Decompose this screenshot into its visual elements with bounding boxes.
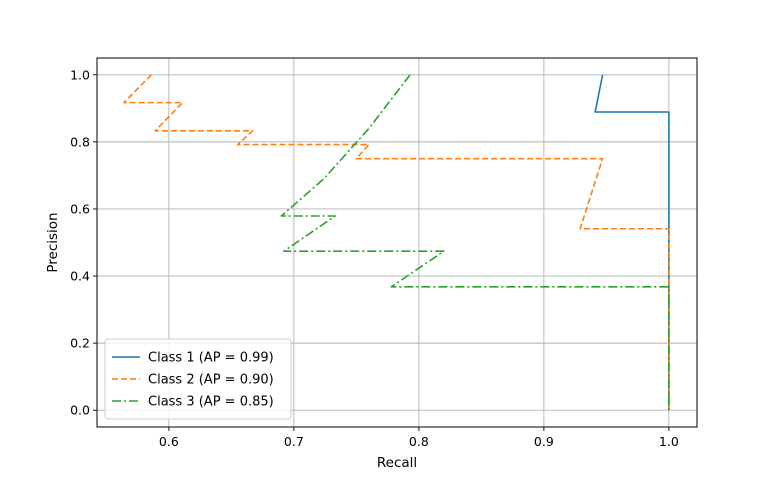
- y-tick-label: 0.8: [70, 134, 90, 149]
- y-tick-label: 0.4: [70, 269, 90, 284]
- x-tick-label: 0.9: [534, 434, 554, 449]
- series-lines: [123, 74, 670, 411]
- x-tick-label: 0.6: [159, 434, 179, 449]
- x-tick-label: 1.0: [659, 434, 679, 449]
- legend-label-class-2: Class 2 (AP = 0.90): [148, 373, 274, 388]
- y-tick-label: 0.6: [70, 201, 90, 216]
- series-line-class-3: [280, 74, 670, 411]
- legend: Class 1 (AP = 0.99) Class 2 (AP = 0.90) Cl…: [104, 338, 292, 420]
- y-axis-label: Precision: [45, 212, 61, 272]
- x-tick-label: 0.7: [284, 434, 304, 449]
- x-axis-label: Recall: [377, 455, 417, 471]
- y-tick-label: 1.0: [70, 67, 90, 82]
- legend-label-class-3: Class 3 (AP = 0.85): [148, 395, 274, 410]
- y-tick-label: 0.0: [70, 403, 90, 418]
- axis-ticks: 0.6 0.7 0.8 0.9 1.0 0.0 0.2 0.4 0.6 0.8 1.0: [70, 67, 679, 449]
- legend-box: [104, 338, 292, 420]
- legend-label-class-1: Class 1 (AP = 0.99): [148, 351, 274, 366]
- series-line-class-1: [594, 74, 670, 411]
- axes-frame: [96, 57, 698, 428]
- x-tick-label: 0.8: [409, 434, 429, 449]
- y-tick-label: 0.2: [70, 336, 90, 351]
- series-line-class-2: [123, 74, 670, 411]
